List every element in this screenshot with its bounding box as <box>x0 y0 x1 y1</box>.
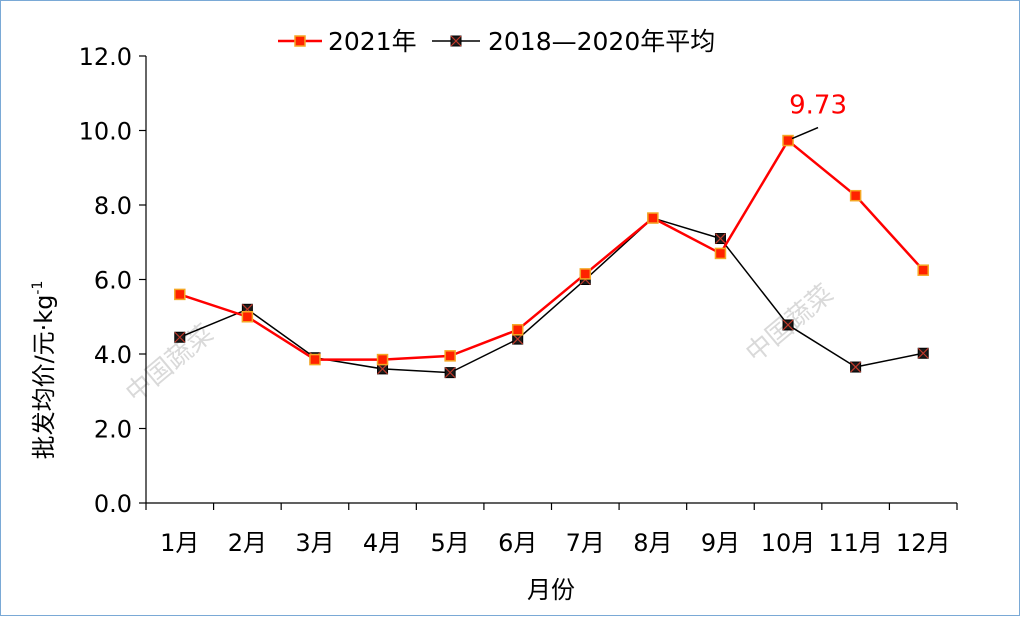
data-point <box>174 288 186 301</box>
series-0 <box>174 134 929 366</box>
x-tick-label: 9月 <box>701 529 740 557</box>
x-tick-label: 10月 <box>761 529 816 557</box>
data-point <box>376 353 389 366</box>
legend-marker-2021 <box>294 35 306 47</box>
y-tick-label: 2.0 <box>94 416 132 444</box>
legend: 2021年 2018—2020年平均 <box>278 27 715 56</box>
y-tick-label: 10.0 <box>79 118 132 146</box>
y-ticks: 0.0 2.0 4.0 6.0 8.0 10.0 12.0 <box>79 43 146 518</box>
data-point <box>917 347 929 359</box>
legend-item-avg: 2018—2020年平均 <box>432 27 715 56</box>
x-tick-label: 3月 <box>295 529 334 557</box>
series-line-0 <box>179 139 925 361</box>
y-tick-label: 0.0 <box>94 490 132 518</box>
y-tick-label: 6.0 <box>94 267 132 295</box>
data-point <box>309 353 321 366</box>
data-point <box>511 324 524 336</box>
y-tick-label: 12.0 <box>79 43 132 71</box>
annotation-label: 9.73 <box>789 91 847 121</box>
legend-label-avg: 2018—2020年平均 <box>488 27 715 56</box>
y-axis-title-sup: -1 <box>30 281 46 295</box>
watermark: 中国蔬菜 <box>120 319 219 409</box>
series-layer <box>174 134 929 379</box>
y-axis-title: 批发均价/元·kg-1 <box>30 281 58 460</box>
x-tick-label: 6月 <box>498 529 537 557</box>
data-point <box>849 189 862 202</box>
data-point <box>579 268 592 280</box>
data-point <box>512 333 524 345</box>
data-point <box>917 264 929 276</box>
x-tick-label: 1月 <box>160 529 199 557</box>
legend-marker-avg <box>450 35 462 47</box>
y-tick-label: 4.0 <box>94 341 132 369</box>
data-point <box>444 367 456 379</box>
data-point <box>174 331 186 343</box>
data-point <box>241 311 254 323</box>
data-point <box>377 363 389 375</box>
data-point <box>647 212 659 224</box>
axes <box>145 56 957 504</box>
data-point <box>782 319 794 331</box>
x-tick-label: 11月 <box>828 529 883 557</box>
x-axis-title: 月份 <box>527 576 575 604</box>
legend-label-2021: 2021年 <box>328 27 417 56</box>
y-tick-label: 8.0 <box>94 192 132 220</box>
x-ticks: 1月 2月 3月 4月 5月 6月 7月 8月 9月 10月 11月 12月 <box>145 503 958 557</box>
x-tick-label: 4月 <box>363 529 402 557</box>
data-point <box>714 233 726 245</box>
x-tick-label: 7月 <box>566 529 605 557</box>
x-tick-label: 5月 <box>430 529 469 557</box>
legend-item-2021: 2021年 <box>278 27 417 56</box>
x-tick-label: 12月 <box>896 529 951 557</box>
x-tick-label: 8月 <box>633 529 672 557</box>
series-line-1 <box>179 217 924 374</box>
data-point <box>782 134 794 147</box>
x-tick-label: 2月 <box>228 529 267 557</box>
data-point <box>444 350 456 362</box>
annotation-leader <box>791 126 819 140</box>
y-axis-title-main: 批发均价/元·kg <box>30 295 58 460</box>
data-point <box>850 361 862 373</box>
data-point <box>714 247 727 260</box>
